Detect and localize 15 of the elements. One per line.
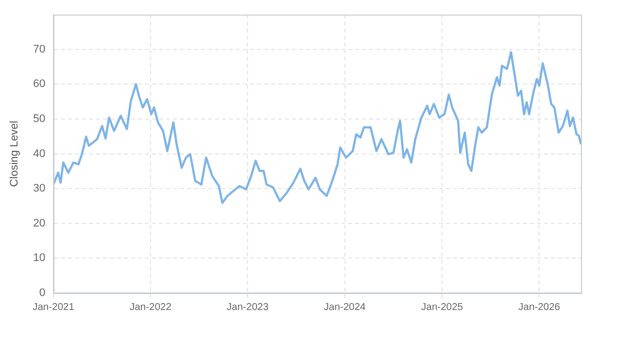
x-tick-label: Jan-2022 [130, 302, 172, 313]
x-tick-label: Jan-2024 [324, 302, 366, 313]
x-tick-label: Jan-2023 [226, 302, 269, 313]
y-tick-label: 30 [33, 182, 46, 195]
y-tick-label: 20 [33, 217, 46, 230]
y-tick-label: 50 [33, 113, 46, 126]
y-tick-label: 70 [33, 43, 46, 56]
x-tick-label: Jan-2021 [32, 302, 75, 313]
y-tick-label: 10 [33, 252, 46, 264]
x-tick-label: Jan-2025 [421, 302, 464, 313]
y-tick-label: 40 [33, 148, 46, 160]
y-tick-label: 0 [39, 287, 46, 300]
x-tick-label: Jan-2026 [518, 302, 561, 313]
y-axis-title: Closing Level [8, 120, 21, 187]
y-tick-label: 60 [33, 78, 46, 90]
